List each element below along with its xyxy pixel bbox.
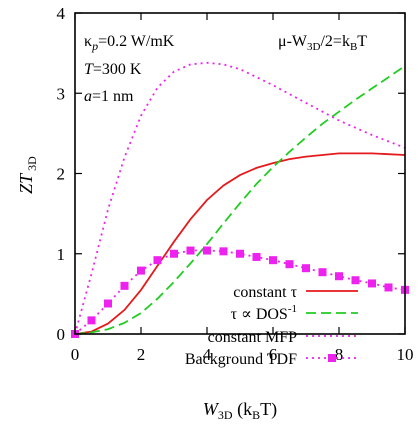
x-tick-label-0: 0 bbox=[71, 345, 80, 364]
x-tick-label-1: 2 bbox=[137, 345, 146, 364]
series-3-marker-15 bbox=[318, 268, 327, 277]
legend: constant τ τ ∝ DOS-1 constant MFP Backgr… bbox=[185, 284, 358, 368]
series-3-marker-2 bbox=[104, 299, 112, 308]
y-tick-label-1: 1 bbox=[57, 245, 66, 264]
annotation-condition: μ-W3D/2=kBT bbox=[278, 33, 367, 53]
annotation-lattice: a=1 nm bbox=[84, 88, 134, 105]
legend-label-background-tdf: Background TDF bbox=[185, 351, 297, 368]
legend-label-tau-dos: τ ∝ DOS-1 bbox=[231, 303, 297, 323]
series-3-marker-9 bbox=[219, 247, 228, 256]
axis-ticks bbox=[74, 12, 406, 335]
x-tick-label-2: 4 bbox=[203, 345, 212, 364]
series-3-marker-19 bbox=[384, 283, 393, 292]
series-3-marker-10 bbox=[236, 249, 244, 258]
series-3-marker-14 bbox=[302, 264, 310, 273]
series-3-marker-18 bbox=[368, 279, 376, 288]
x-tick-label-4: 8 bbox=[335, 345, 344, 364]
series-3-marker-13 bbox=[285, 260, 294, 269]
series-3-marker-17 bbox=[351, 276, 360, 285]
y-tick-label-2: 2 bbox=[57, 165, 66, 184]
y-tick-label-0: 0 bbox=[57, 325, 66, 344]
series-3-marker-3 bbox=[120, 281, 129, 290]
series-3-marker-16 bbox=[335, 272, 343, 281]
series-3-marker-4 bbox=[137, 266, 145, 275]
legend-label-constant-tau: constant τ bbox=[233, 284, 297, 301]
y-tick-label-3: 3 bbox=[57, 84, 66, 103]
series-line-2 bbox=[74, 61, 406, 335]
series-3-marker-5 bbox=[153, 256, 162, 265]
tick-labels: 0 2 4 6 8 10 0 1 2 3 4 bbox=[57, 4, 414, 364]
series-line-1 bbox=[74, 65, 406, 335]
legend-samples bbox=[306, 290, 358, 362]
x-axis-title: W3D (kBT) bbox=[203, 399, 277, 422]
x-tick-label-5: 10 bbox=[397, 345, 414, 364]
annotation-temperature: T=300 K bbox=[84, 61, 142, 78]
series-3-marker-1 bbox=[87, 316, 96, 325]
x-tick-label-3: 6 bbox=[269, 345, 278, 364]
series-3-marker-7 bbox=[186, 246, 195, 255]
legend-label-constant-mfp: constant MFP bbox=[208, 329, 297, 346]
series-3-marker-12 bbox=[269, 256, 277, 265]
series-3-marker-11 bbox=[252, 252, 261, 261]
legend-sample-marker-3 bbox=[328, 354, 336, 362]
y-axis-title: ZT 3D bbox=[16, 156, 39, 194]
series-3-marker-8 bbox=[203, 246, 211, 255]
series-line-0 bbox=[74, 152, 406, 335]
plot-lines bbox=[71, 61, 409, 338]
series-3-marker-6 bbox=[170, 249, 178, 258]
y-tick-label-4: 4 bbox=[57, 4, 66, 23]
annotation-kappa: κp=0.2 W/mK bbox=[84, 33, 175, 53]
